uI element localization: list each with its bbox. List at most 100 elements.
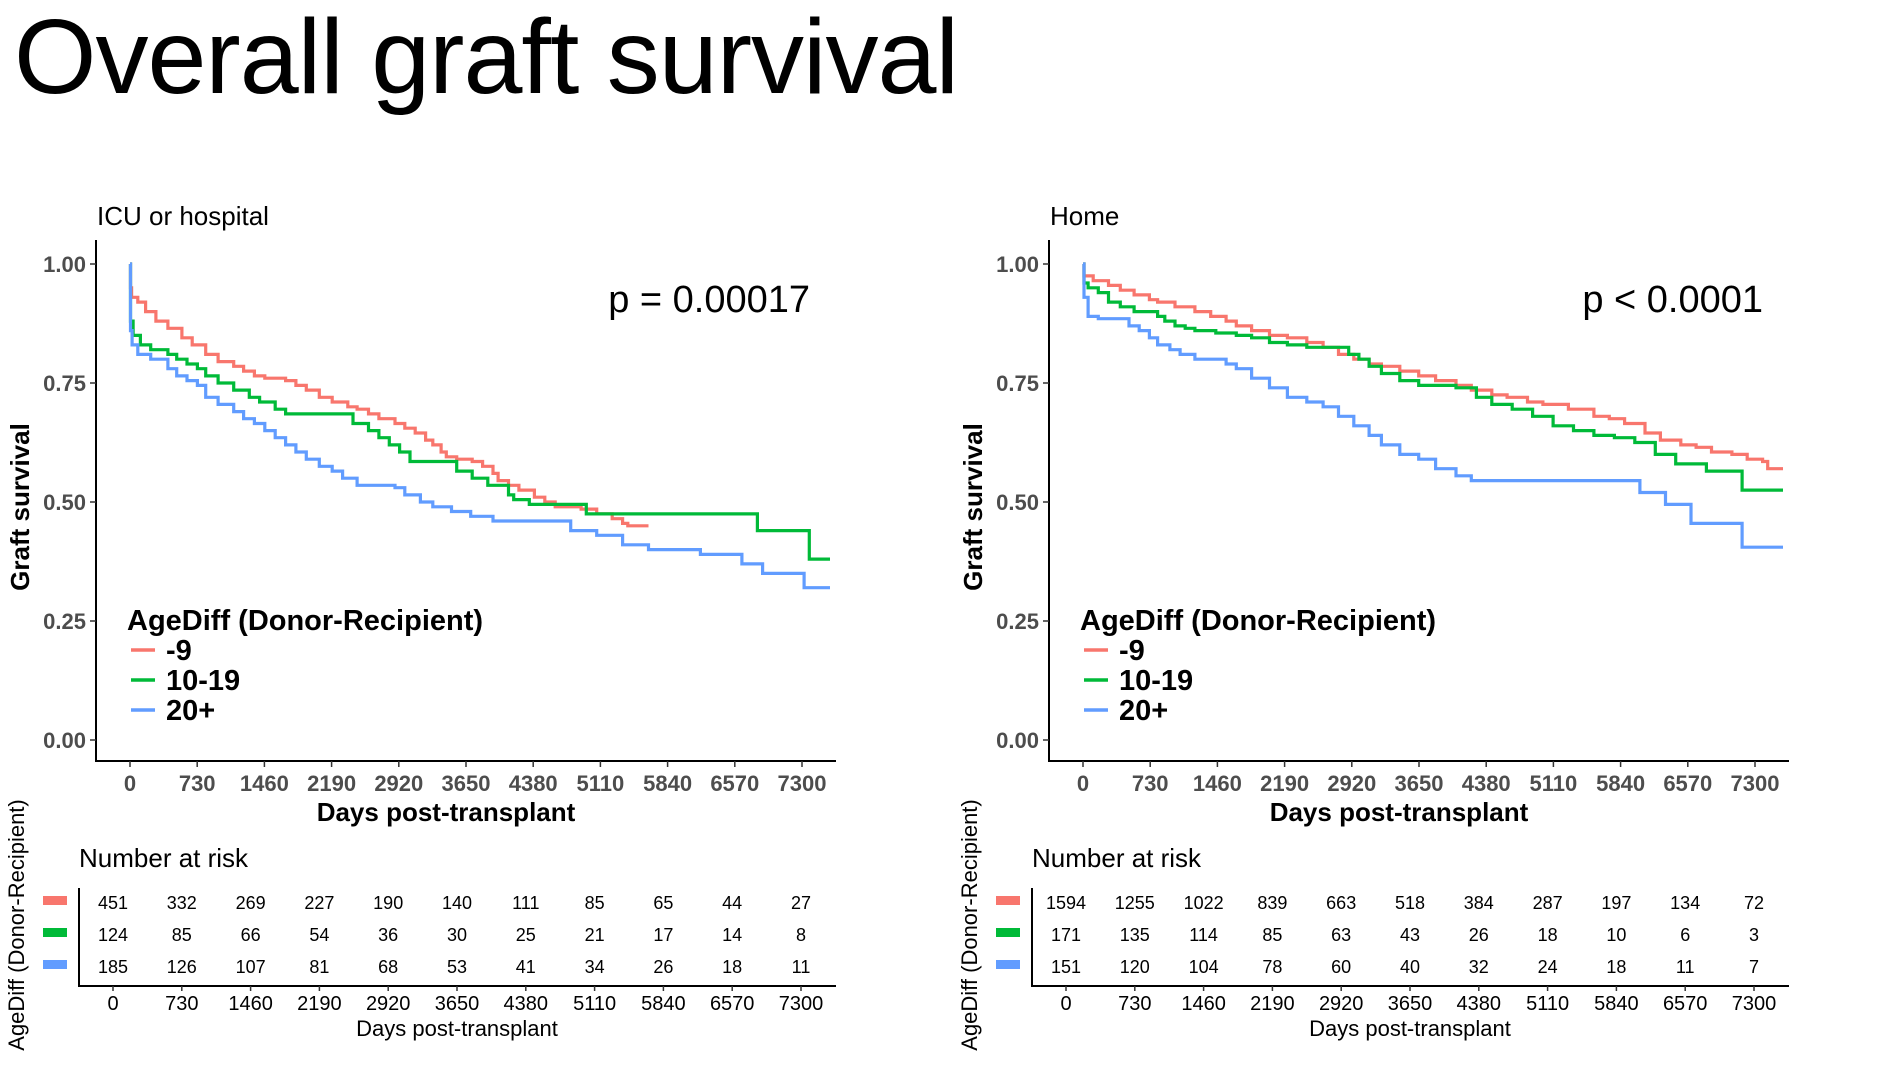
risk-x-tick-label: 6570 xyxy=(710,993,755,1015)
survival-curve--9 xyxy=(128,262,649,528)
y-tick-label: 0.25 xyxy=(996,609,1039,634)
risk-x-tick-label: 3650 xyxy=(435,993,480,1015)
x-tick-label: 5840 xyxy=(1596,771,1645,796)
x-tick-label: 5110 xyxy=(1530,771,1578,796)
x-tick-label: 4380 xyxy=(509,771,558,796)
x-tick-label: 0 xyxy=(1077,771,1089,796)
legend-label: -9 xyxy=(1119,635,1145,667)
risk-cell: 26 xyxy=(653,957,673,977)
risk-cell: 8 xyxy=(796,925,806,945)
p-value-annotation: p < 0.0001 xyxy=(1582,279,1763,321)
y-tick-label: 0.00 xyxy=(996,728,1039,753)
risk-row-swatch xyxy=(43,928,67,937)
risk-y-axis-title: AgeDiff (Donor-Recipient) xyxy=(957,799,982,1050)
risk-cell: 190 xyxy=(373,893,403,913)
risk-cell: 7 xyxy=(1749,957,1759,977)
p-value-annotation: p = 0.00017 xyxy=(608,279,810,321)
risk-x-tick-label: 4380 xyxy=(1457,993,1502,1015)
risk-row-swatch xyxy=(996,928,1020,937)
risk-y-axis-title: AgeDiff (Donor-Recipient) xyxy=(4,799,29,1050)
x-tick-label: 6570 xyxy=(1663,771,1712,796)
x-tick-label: 3650 xyxy=(442,771,491,796)
risk-cell: 72 xyxy=(1744,893,1764,913)
x-tick-label: 1460 xyxy=(1193,771,1242,796)
risk-cell: 24 xyxy=(1538,957,1558,977)
risk-cell: 197 xyxy=(1601,893,1631,913)
x-tick-label: 2190 xyxy=(1260,771,1309,796)
risk-x-axis-title: Days post-transplant xyxy=(356,1016,558,1041)
risk-cell: 43 xyxy=(1400,925,1420,945)
risk-cell: 107 xyxy=(236,957,266,977)
x-tick-label: 5110 xyxy=(577,771,625,796)
risk-cell: 34 xyxy=(585,957,605,977)
risk-cell: 171 xyxy=(1051,925,1081,945)
risk-x-tick-label: 1460 xyxy=(228,993,273,1015)
y-tick-label: 0.00 xyxy=(43,728,86,753)
survival-curve--9 xyxy=(1082,262,1783,471)
risk-cell: 85 xyxy=(1262,925,1282,945)
risk-cell: 53 xyxy=(447,957,467,977)
risk-cell: 27 xyxy=(791,893,811,913)
risk-cell: 126 xyxy=(167,957,197,977)
risk-x-tick-label: 730 xyxy=(1118,993,1151,1015)
survival-curve-20plus xyxy=(128,262,830,590)
risk-x-tick-label: 0 xyxy=(107,993,118,1015)
risk-x-tick-label: 2920 xyxy=(1319,993,1364,1015)
x-axis-title: Days post-transplant xyxy=(1270,797,1529,827)
risk-row-swatch xyxy=(43,896,67,905)
risk-cell: 10 xyxy=(1606,925,1626,945)
risk-row-swatch xyxy=(996,960,1020,969)
x-tick-label: 7300 xyxy=(778,771,827,796)
risk-cell: 32 xyxy=(1469,957,1489,977)
risk-x-tick-label: 5840 xyxy=(1594,993,1639,1015)
risk-cell: 104 xyxy=(1189,957,1219,977)
risk-cell: 78 xyxy=(1262,957,1282,977)
risk-x-tick-label: 2190 xyxy=(297,993,342,1015)
risk-cell: 40 xyxy=(1400,957,1420,977)
risk-cell: 114 xyxy=(1189,925,1218,945)
risk-cell: 25 xyxy=(516,925,536,945)
risk-cell: 451 xyxy=(98,893,128,913)
risk-cell: 1594 xyxy=(1046,893,1086,913)
legend-label: 20+ xyxy=(1119,695,1168,727)
risk-cell: 269 xyxy=(236,893,266,913)
legend-label: 10-19 xyxy=(1119,665,1193,697)
risk-cell: 11 xyxy=(792,957,811,977)
legend-label: 20+ xyxy=(166,695,215,727)
risk-cell: 135 xyxy=(1120,925,1150,945)
x-tick-label: 6570 xyxy=(710,771,759,796)
y-axis-title: Graft survival xyxy=(958,423,988,591)
risk-x-tick-label: 5110 xyxy=(573,993,616,1015)
x-tick-label: 0 xyxy=(124,771,136,796)
risk-cell: 124 xyxy=(98,925,128,945)
x-tick-label: 1460 xyxy=(240,771,289,796)
risk-x-tick-label: 5110 xyxy=(1526,993,1569,1015)
risk-cell: 111 xyxy=(512,893,539,913)
risk-cell: 65 xyxy=(653,893,673,913)
risk-x-tick-label: 3650 xyxy=(1388,993,1433,1015)
x-tick-label: 2920 xyxy=(374,771,423,796)
risk-cell: 18 xyxy=(1538,925,1558,945)
y-tick-label: 0.50 xyxy=(996,490,1039,515)
x-tick-label: 4380 xyxy=(1462,771,1511,796)
risk-cell: 66 xyxy=(241,925,261,945)
y-tick-label: 1.00 xyxy=(43,252,86,277)
x-tick-label: 730 xyxy=(179,771,216,796)
risk-x-tick-label: 4380 xyxy=(504,993,549,1015)
x-tick-label: 3650 xyxy=(1395,771,1444,796)
x-tick-label: 2190 xyxy=(307,771,356,796)
risk-cell: 663 xyxy=(1326,893,1356,913)
risk-cell: 30 xyxy=(447,925,467,945)
legend-label: 10-19 xyxy=(166,665,240,697)
x-axis-title: Days post-transplant xyxy=(317,797,576,827)
risk-x-tick-label: 2190 xyxy=(1250,993,1295,1015)
y-tick-label: 0.50 xyxy=(43,490,86,515)
x-tick-label: 730 xyxy=(1132,771,1169,796)
risk-cell: 54 xyxy=(309,925,329,945)
risk-cell: 44 xyxy=(722,893,742,913)
risk-cell: 14 xyxy=(722,925,742,945)
km-panel-home: Home 0.00 0.25 0.50 0.75 1.00 0 730 1460 2190 2920… xyxy=(958,201,1789,827)
